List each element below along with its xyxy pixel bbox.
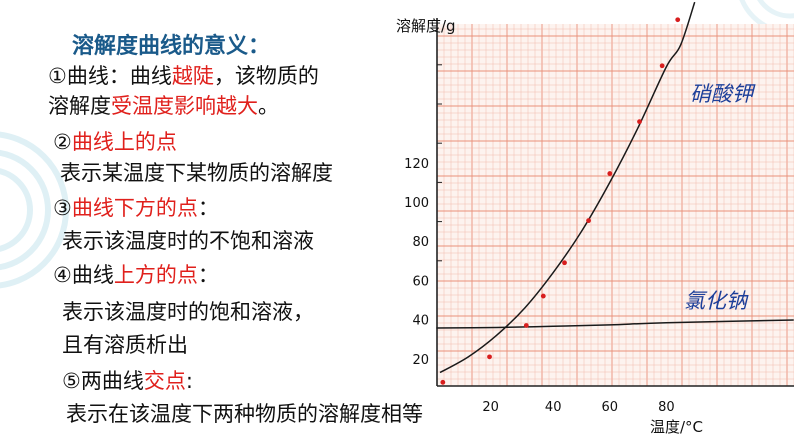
explanation-line: 表示某温度下某物质的溶解度 (60, 161, 333, 186)
line-text: 表示在该温度下两种物质的溶解度相等 (66, 402, 423, 426)
data-point (540, 293, 546, 299)
line-text: ② (53, 130, 72, 154)
y-tick-label: 60 (412, 274, 429, 289)
line-text: ： (197, 196, 219, 220)
explanation-line: 且有溶质析出 (62, 333, 188, 358)
line-text: ⑤两曲线 (62, 369, 144, 393)
x-axis-label: 温度/°C (650, 418, 703, 436)
line-text: ③ (53, 196, 72, 220)
data-point (487, 354, 492, 360)
explanation-line: ①曲线：曲线越陡，该物质的 (48, 64, 319, 89)
line-text: ，该物质的 (213, 64, 319, 88)
x-tick-label: 60 (602, 400, 619, 415)
chart-ticks: 20 40 60 80 100 120 20 40 60 80 (404, 157, 675, 415)
data-point (440, 379, 446, 385)
highlight-text: 上方的点 (113, 263, 198, 287)
y-axis-label: 溶解度/g (396, 17, 456, 35)
chart-grid (436, 24, 794, 387)
explanation-line: ④曲线上方的点： (53, 263, 219, 288)
x-tick-label: 40 (545, 400, 562, 415)
line-text: 溶解度 (48, 94, 111, 118)
y-tick-label: 40 (412, 314, 429, 329)
data-point (607, 171, 613, 176)
line-text: 表示该温度时的饱和溶液， (62, 300, 314, 324)
line-text: : (185, 369, 193, 393)
chart-paper (437, 24, 794, 386)
line-text: ： (197, 263, 219, 287)
highlight-text: 越陡 (171, 64, 214, 88)
explanation-line: ②曲线上的点 (53, 130, 177, 155)
highlight-text: 交点 (143, 369, 186, 393)
data-point (562, 260, 567, 266)
y-tick-label: 120 (404, 157, 429, 172)
y-tick-label: 100 (404, 196, 429, 211)
highlight-text: 曲线上的点 (71, 130, 177, 154)
data-point (586, 218, 591, 224)
highlight-text: 曲线下方的点 (71, 196, 198, 220)
data-point (659, 63, 665, 69)
line-text: ④曲线 (53, 263, 114, 287)
nacl-curve (436, 319, 794, 329)
explanation-line: ⑤两曲线交点: (62, 369, 193, 394)
explanation-line: ③曲线下方的点： (53, 196, 219, 221)
line-text: ①曲线：曲线 (48, 64, 172, 88)
line-text: 且有溶质析出 (62, 333, 188, 357)
highlight-text: 受温度影响越大 (111, 94, 258, 118)
series-label-kno3: 硝酸钾 (690, 82, 756, 106)
x-tick-label: 80 (658, 400, 675, 415)
chart-curves (436, 1, 794, 374)
chart-axes (436, 18, 794, 387)
data-point (637, 119, 642, 125)
line-text: 表示该温度时的不饱和溶液 (62, 229, 314, 253)
y-tick-label: 20 (412, 353, 429, 368)
data-point (523, 323, 529, 328)
y-tick-label: 80 (412, 235, 429, 250)
line-text: 表示某温度下某物质的溶解度 (60, 161, 333, 185)
x-tick-label: 20 (482, 400, 499, 415)
explanation-line: 表示在该温度下两种物质的溶解度相等 (66, 402, 423, 427)
explanation-line: 溶解度受温度影响越大。 (48, 94, 279, 119)
explanation-line: 表示该温度时的不饱和溶液 (62, 229, 314, 254)
data-point (675, 17, 681, 23)
line-text: 。 (258, 94, 279, 118)
series-label-nacl: 氯化钠 (684, 289, 749, 313)
explanation-line: 表示该温度时的饱和溶液， (62, 300, 314, 325)
chart-points (440, 17, 681, 385)
slide-heading: 溶解度曲线的意义： (72, 34, 271, 59)
kno3-curve (439, 1, 696, 374)
